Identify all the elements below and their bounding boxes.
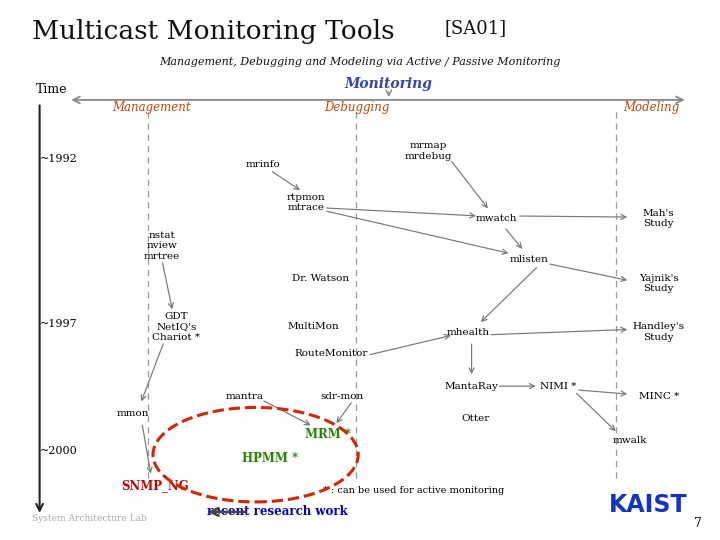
Text: ~1992: ~1992 [40, 154, 77, 164]
Text: GDT
NetIQ's
Chariot *: GDT NetIQ's Chariot * [153, 312, 200, 342]
Text: MINC *: MINC * [639, 393, 679, 401]
Text: sdr-mon: sdr-mon [320, 393, 364, 401]
Text: mwalk: mwalk [613, 436, 647, 444]
Text: * : can be used for active monitoring: * : can be used for active monitoring [323, 486, 505, 495]
Text: Management: Management [112, 102, 191, 114]
Text: recent research work: recent research work [207, 505, 348, 518]
Text: 7: 7 [694, 517, 702, 530]
Text: NIMI *: NIMI * [540, 382, 576, 390]
Text: SNMP_NG: SNMP_NG [121, 480, 189, 492]
Text: mhealth: mhealth [446, 328, 490, 336]
Text: MantaRay: MantaRay [445, 382, 498, 390]
Text: ~2000: ~2000 [40, 446, 77, 456]
Text: [SA01]: [SA01] [444, 19, 506, 37]
Text: ~1997: ~1997 [40, 319, 77, 329]
Text: mantra: mantra [226, 393, 264, 401]
Text: System Architecture Lab: System Architecture Lab [32, 514, 148, 523]
Text: Mah's
Study: Mah's Study [643, 209, 675, 228]
Text: Modeling: Modeling [624, 102, 680, 114]
Text: HPMM *: HPMM * [242, 453, 298, 465]
Text: MRM *: MRM * [305, 428, 351, 441]
Text: nstat
nview
mrtree: nstat nview mrtree [144, 231, 180, 261]
Text: mrmap
mrdebug: mrmap mrdebug [405, 141, 452, 161]
Text: MultiMon: MultiMon [287, 322, 339, 331]
Text: Multicast Monitoring Tools: Multicast Monitoring Tools [32, 19, 403, 44]
Text: RouteMonitor: RouteMonitor [294, 349, 368, 358]
Text: Management, Debugging and Modeling via Active / Passive Monitoring: Management, Debugging and Modeling via A… [159, 57, 561, 67]
Text: KAIST: KAIST [608, 493, 688, 517]
Text: Otter: Otter [461, 414, 490, 423]
Text: rtpmon
mtrace: rtpmon mtrace [287, 193, 325, 212]
Text: Debugging: Debugging [324, 102, 389, 114]
Text: Time: Time [36, 83, 68, 96]
Text: mlisten: mlisten [510, 255, 549, 264]
Text: mmon: mmon [117, 409, 150, 417]
Text: mwatch: mwatch [476, 214, 518, 223]
Text: Handley's
Study: Handley's Study [633, 322, 685, 342]
Text: Dr. Watson: Dr. Watson [292, 274, 349, 282]
Text: Monitoring: Monitoring [345, 77, 433, 91]
Text: Yajnik's
Study: Yajnik's Study [639, 274, 679, 293]
Text: mrinfo: mrinfo [246, 160, 280, 169]
